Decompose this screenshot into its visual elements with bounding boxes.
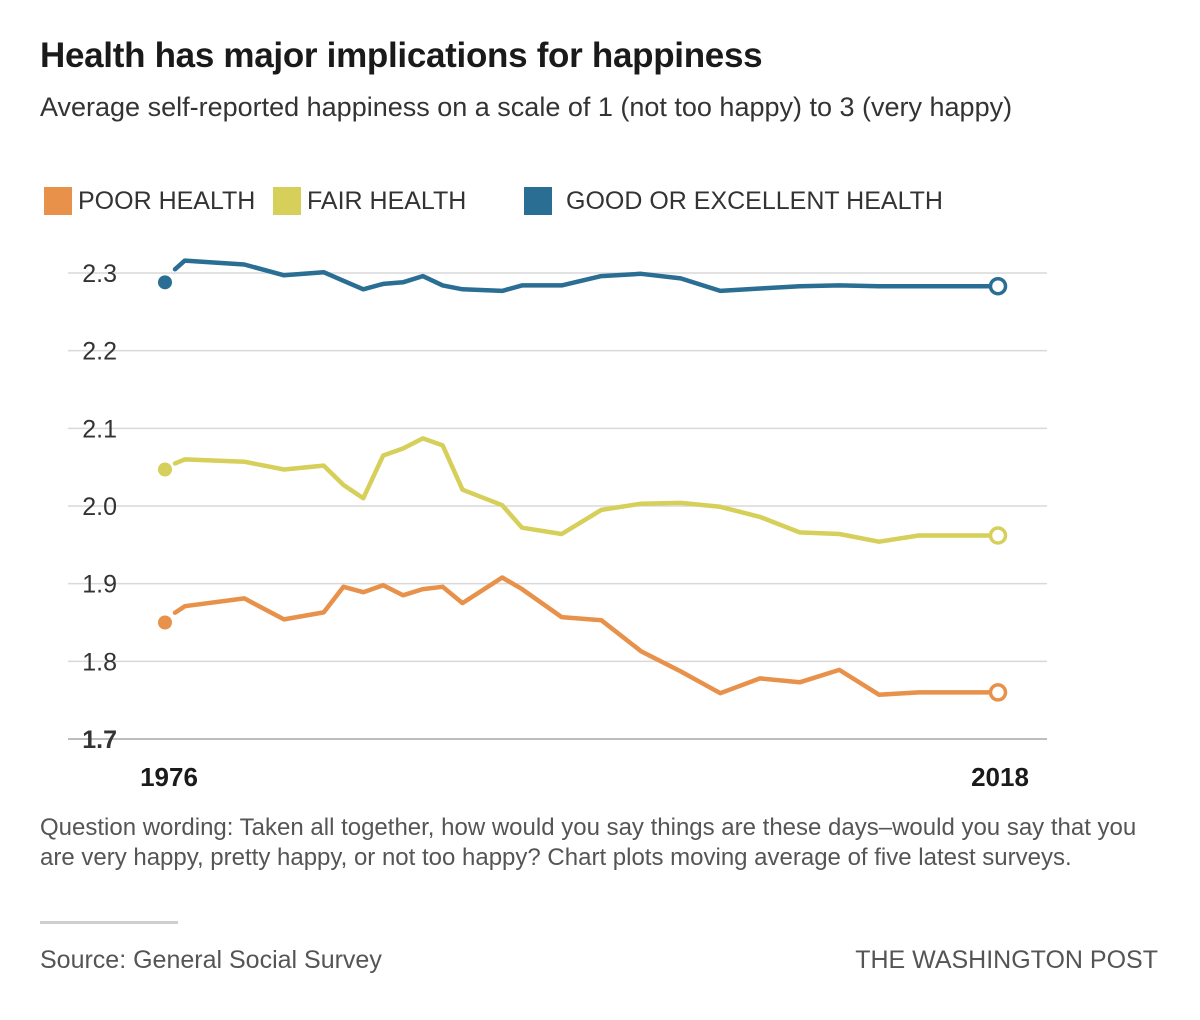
y-tick-label: 2.3 <box>82 260 117 288</box>
x-tick-label: 1976 <box>140 762 198 792</box>
legend-swatch-fair-health <box>273 187 301 215</box>
chart-title: Health has major implications for happin… <box>40 36 763 75</box>
series-end-point-poor-health <box>988 683 1008 702</box>
y-tick-label: 1.7 <box>82 726 117 754</box>
series-line-good-or-excellent-health <box>172 258 1001 294</box>
legend-label-good-health: GOOD OR EXCELLENT HEALTH <box>566 186 943 215</box>
legend-swatch-good-health <box>524 187 552 215</box>
y-tick-label: 1.8 <box>82 648 117 676</box>
series-start-point-poor-health <box>158 615 172 630</box>
chart-subtitle: Average self-reported happiness on a sca… <box>40 92 1013 122</box>
legend-item-poor-health: POOR HEALTH <box>44 186 255 216</box>
source-note: Source: General Social Survey <box>40 946 382 974</box>
legend-label-poor-health: POOR HEALTH <box>78 186 256 215</box>
series-end-point-fair-health <box>988 526 1008 545</box>
series-start-point-good-or-excellent-health <box>158 275 172 290</box>
y-tick-label: 2.1 <box>82 415 117 443</box>
question-wording-note: Question wording: Taken all together, ho… <box>40 814 1137 871</box>
footer-divider <box>40 921 178 924</box>
y-tick-label: 2.0 <box>82 493 117 521</box>
series-end-point-good-or-excellent-health <box>988 276 1008 296</box>
y-tick-label: 2.2 <box>82 338 117 366</box>
publisher-credit: THE WASHINGTON POST <box>855 946 1158 974</box>
legend-swatch-poor-health <box>44 187 72 215</box>
series-start-point-fair-health <box>158 462 172 477</box>
legend-item-fair-health: FAIR HEALTH <box>273 186 466 216</box>
series-line-fair-health <box>172 436 1001 544</box>
x-tick-label: 2018 <box>971 762 1029 792</box>
legend-item-good-health: GOOD OR EXCELLENT HEALTH <box>524 186 943 216</box>
series-line-poor-health <box>172 575 1001 697</box>
y-tick-label: 1.9 <box>82 571 117 599</box>
legend-label-fair-health: FAIR HEALTH <box>307 186 467 215</box>
